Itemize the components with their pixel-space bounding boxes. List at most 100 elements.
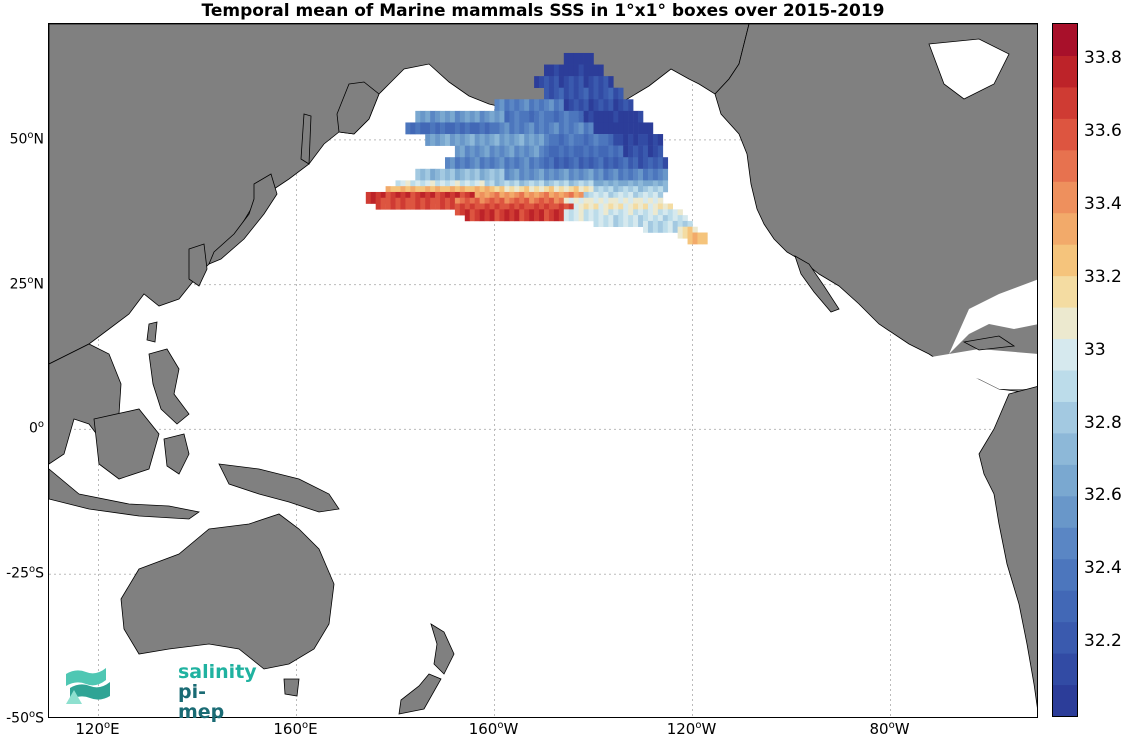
sss-cell: [578, 76, 584, 89]
sss-cell: [662, 220, 669, 233]
sss-cell: [563, 157, 570, 170]
sss-cell: [593, 99, 599, 112]
sss-cell: [647, 220, 654, 233]
sss-cell: [504, 145, 510, 158]
sss-cell: [593, 145, 599, 158]
land-florida-gulf: [949, 279, 1037, 354]
sss-cell: [494, 110, 500, 123]
sss-cell: [464, 122, 471, 135]
sss-cell: [544, 134, 550, 146]
colorbar: [1052, 23, 1078, 717]
sss-cell: [454, 145, 461, 158]
sss-cell: [375, 197, 381, 210]
sss-cell: [588, 110, 594, 123]
sss-cell: [435, 110, 441, 123]
sss-cell: [474, 110, 480, 123]
sss-cell: [499, 209, 505, 222]
sss-cell: [568, 76, 574, 89]
sss-cell: [504, 157, 510, 170]
sss-cell: [633, 145, 639, 158]
sss-cell: [638, 168, 644, 181]
colorbar-tick-label: 33: [1084, 339, 1106, 360]
sss-cell: [588, 168, 594, 181]
sss-cell: [662, 180, 669, 193]
sss-cell: [588, 87, 594, 100]
sss-cell: [484, 209, 490, 222]
sss-cell: [588, 76, 594, 89]
sss-cell: [494, 209, 500, 222]
sss-cell: [529, 122, 535, 135]
sss-cell: [474, 209, 480, 222]
sss-cell: [365, 191, 372, 204]
sss-cell: [553, 209, 560, 222]
sss-cell: [583, 145, 589, 158]
sss-cell: [415, 168, 421, 181]
sss-cell: [474, 157, 480, 170]
sss-cell: [647, 134, 654, 146]
land-asia-russia: [49, 24, 1037, 365]
sss-cell: [553, 64, 560, 77]
sss-cell: [445, 134, 451, 146]
sss-cell: [638, 110, 644, 123]
sss-cell: [469, 110, 475, 123]
sss-cell: [435, 122, 441, 135]
sss-cell: [464, 168, 471, 181]
sss-cell: [618, 157, 624, 170]
sss-cell: [425, 168, 431, 181]
sss-cell: [647, 168, 654, 181]
x-tick-label: 80oW: [869, 720, 910, 738]
sss-cell: [548, 76, 555, 89]
sss-cell: [667, 220, 673, 233]
sss-cell: [529, 145, 535, 158]
sss-cell: [544, 122, 550, 135]
sss-cell: [697, 232, 703, 245]
land-tasmania: [283, 678, 300, 697]
sss-cell: [633, 157, 639, 170]
sss-cell: [568, 134, 574, 146]
sss-cell: [643, 157, 649, 170]
sss-cell: [504, 134, 510, 146]
sss-cell: [573, 145, 579, 158]
sss-cell: [578, 122, 584, 135]
sss-cell: [558, 64, 565, 77]
land-sumatra-java: [49, 468, 200, 520]
sss-cell: [524, 99, 530, 112]
sss-cell: [563, 87, 570, 100]
sss-cell: [628, 157, 634, 170]
sss-cell: [548, 145, 555, 158]
colorbar-segment: [1053, 558, 1077, 591]
sss-cell: [628, 134, 634, 146]
sss-cell: [519, 110, 525, 123]
sss-cell: [464, 209, 471, 222]
sss-cell: [558, 87, 565, 100]
sss-cell: [618, 168, 624, 181]
sss-cell: [544, 99, 550, 112]
sss-cell: [484, 157, 490, 170]
sss-cell: [638, 145, 644, 158]
sss-cell: [479, 168, 485, 181]
sss-cell: [440, 122, 446, 135]
sss-cell: [598, 134, 604, 146]
sss-cell: [588, 209, 594, 222]
sss-cell: [603, 145, 609, 158]
sss-cell: [593, 76, 599, 89]
sss-cell: [647, 122, 654, 135]
sss-cell: [454, 168, 461, 181]
colorbar-tick-label: 32.6: [1084, 485, 1122, 506]
sss-cell: [608, 122, 614, 135]
sss-cell: [504, 122, 510, 135]
sss-cell: [628, 99, 634, 112]
colorbar-segment: [1053, 149, 1077, 182]
sss-cell: [643, 220, 649, 233]
sss-cell: [568, 99, 574, 112]
sss-cell: [514, 157, 520, 170]
sss-cell: [529, 209, 535, 222]
sss-cell: [410, 197, 416, 210]
sss-cell: [583, 76, 589, 89]
sss-cell: [479, 110, 485, 123]
sss-cell: [618, 134, 624, 146]
colorbar-segment: [1053, 684, 1077, 716]
sss-cell: [539, 99, 545, 112]
sss-heatmap: [365, 52, 708, 245]
sss-cell: [623, 122, 629, 135]
